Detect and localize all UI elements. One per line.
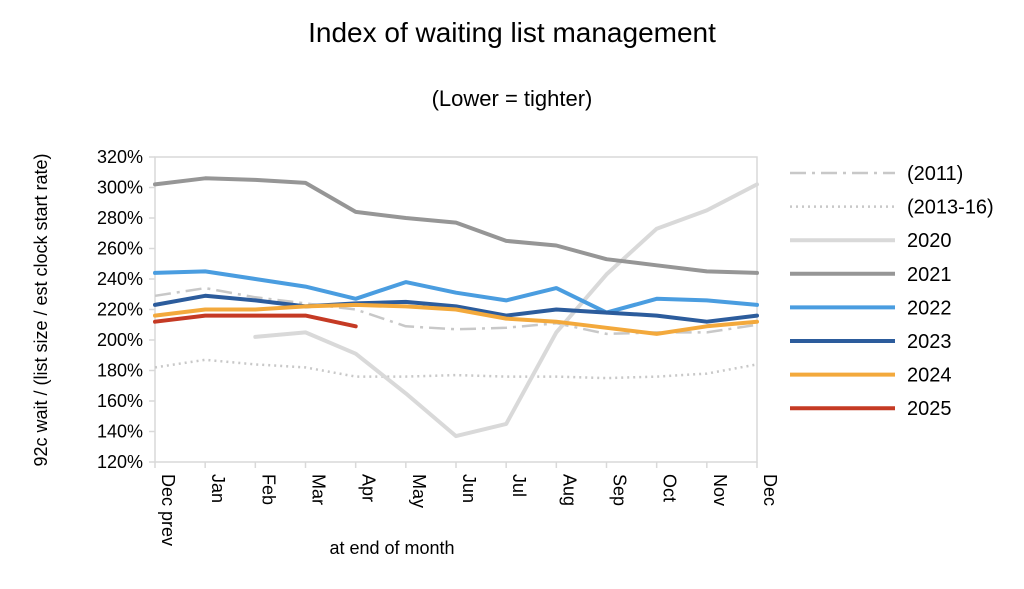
x-tick-label: Mar [309, 474, 329, 505]
y-tick-label: 280% [97, 208, 143, 228]
series-line-2022 [153, 269, 759, 315]
legend: (2011) (2013-16) 2020 2021 2022 2023 2024 2025 [790, 163, 994, 420]
x-tick-label: Oct [660, 474, 680, 502]
x-tick-label: Apr [359, 474, 379, 502]
y-tick-label: 180% [97, 361, 143, 381]
series-line-2024 [153, 302, 759, 336]
chart-title: Index of waiting list management [308, 17, 716, 48]
y-tick-label: 260% [97, 239, 143, 259]
x-axis: Dec prev Jan Feb Mar Apr May Jun Jul Aug Sep Oct No… [154, 462, 780, 546]
x-tick-label: Jun [459, 474, 479, 503]
legend-label-2022: 2022 [907, 297, 952, 319]
y-axis-label: 92c wait / (list size / est clock start … [31, 153, 51, 466]
y-tick-label: 240% [97, 269, 143, 289]
y-tick-label: 120% [97, 452, 143, 472]
x-tick-label: Feb [258, 474, 278, 505]
series-line-2023 [153, 293, 759, 324]
x-tick-label: Aug [559, 474, 579, 506]
y-tick-label: 320% [97, 147, 143, 167]
series-lines [153, 176, 759, 439]
x-tick-label: Sep [610, 474, 630, 506]
series-line-2021 [153, 176, 759, 275]
x-axis-label: at end of month [329, 538, 454, 558]
x-tick-label: May [409, 474, 429, 508]
y-tick-label: 300% [97, 178, 143, 198]
legend-label-2011: (2011) [907, 163, 963, 185]
legend-label-2020: 2020 [907, 230, 952, 252]
series-line-2025 [153, 313, 358, 329]
x-tick-label: Jan [208, 474, 228, 503]
legend-label-2021: 2021 [907, 264, 952, 286]
x-tick-label: Dec [760, 474, 780, 506]
x-tick-label: Nov [710, 474, 730, 506]
y-tick-label: 160% [97, 391, 143, 411]
legend-label-2023: 2023 [907, 331, 952, 353]
legend-label-2024: 2024 [907, 365, 952, 387]
y-axis: 120% 140% 160% 180% 200% 220% 240% 260% 280% 300%… [97, 147, 155, 472]
series-line-201316 [154, 358, 758, 380]
y-tick-label: 140% [97, 422, 143, 442]
y-tick-label: 220% [97, 300, 143, 320]
y-tick-label: 200% [97, 330, 143, 350]
legend-label-2025: 2025 [907, 398, 952, 420]
x-tick-label: Jul [509, 474, 529, 497]
series-line-2020 [253, 182, 759, 439]
legend-label-201316: (2013-16) [907, 197, 994, 219]
x-tick-label: Dec prev [158, 474, 178, 546]
chart-subtitle: (Lower = tighter) [432, 86, 593, 111]
